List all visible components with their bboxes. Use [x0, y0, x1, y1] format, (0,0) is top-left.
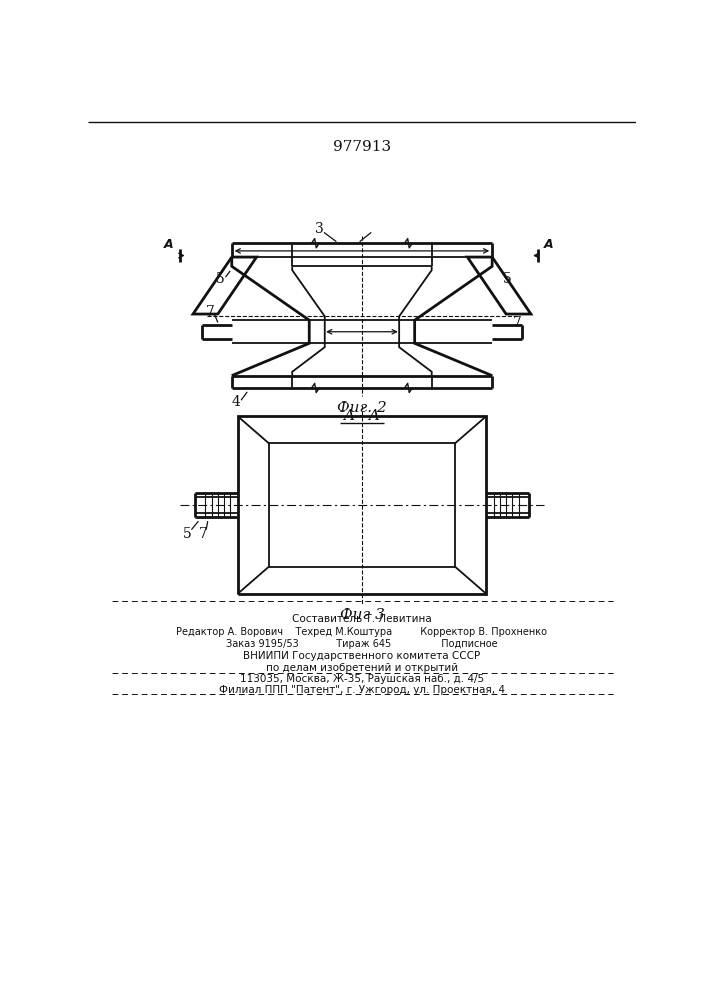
Text: A - A: A - A [344, 409, 380, 423]
Text: по делам изобретений и открытий: по делам изобретений и открытий [266, 663, 458, 673]
Text: Фиг. 2: Фиг. 2 [337, 401, 387, 415]
Text: 4: 4 [231, 395, 240, 409]
Text: 977913: 977913 [333, 140, 391, 154]
Text: 5: 5 [183, 527, 192, 541]
Text: 3: 3 [315, 222, 324, 236]
Text: Редактор А. Ворович    Техред М.Коштура         Корректор В. Прохненко: Редактор А. Ворович Техред М.Коштура Кор… [177, 627, 547, 637]
Text: Филиал ППП "Патент", г. Ужгород, ул. Проектная, 4: Филиал ППП "Патент", г. Ужгород, ул. Про… [219, 685, 505, 695]
Text: 113035, Москва, Ж-35, Раушская наб., д. 4/5: 113035, Москва, Ж-35, Раушская наб., д. … [240, 674, 484, 684]
Text: Фиг 3: Фиг 3 [339, 608, 385, 622]
Text: 7: 7 [206, 306, 214, 320]
Text: 5: 5 [503, 272, 512, 286]
Text: 7: 7 [513, 316, 521, 330]
Text: Заказ 9195/53            Тираж 645                Подписное: Заказ 9195/53 Тираж 645 Подписное [226, 639, 498, 649]
Text: ВНИИПИ Государственного комитета СССР: ВНИИПИ Государственного комитета СССР [243, 651, 481, 661]
Text: А: А [164, 238, 174, 251]
Text: А: А [544, 238, 554, 251]
Text: 7: 7 [199, 527, 208, 541]
Text: Составитель Т. Левитина: Составитель Т. Левитина [292, 614, 432, 624]
Text: 5: 5 [216, 272, 225, 286]
